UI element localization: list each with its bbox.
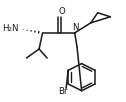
Text: Br: Br [58,87,68,96]
Text: O: O [59,7,66,16]
Text: N: N [72,23,78,32]
Text: H₂N: H₂N [2,24,18,33]
